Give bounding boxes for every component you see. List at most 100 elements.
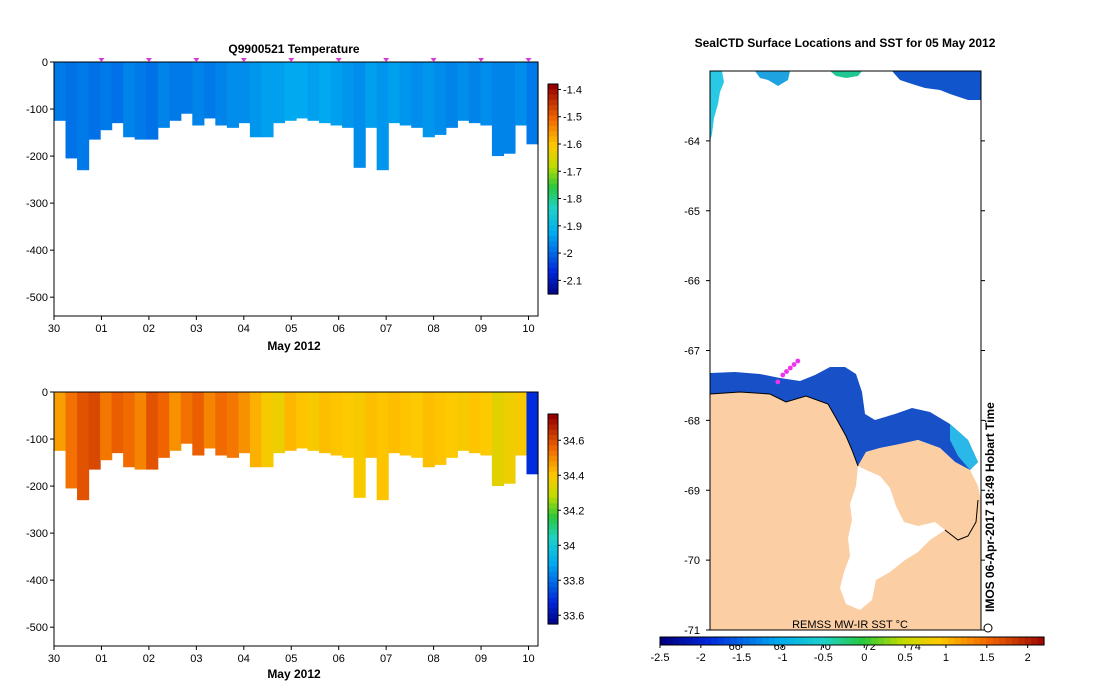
profile-cell	[514, 392, 528, 456]
profile-cell	[503, 392, 516, 484]
sst-colorbar-segment	[756, 637, 763, 645]
profile-cell	[468, 62, 481, 124]
ctd-point	[780, 372, 786, 378]
profile-cell	[296, 62, 309, 119]
sst-colorbar-segment	[896, 637, 904, 645]
colorbar-segment	[548, 162, 558, 169]
colorbar-segment	[548, 618, 558, 625]
sst-colorbar-tick-label: -1.5	[732, 652, 751, 664]
colorbar-segment	[548, 115, 558, 122]
profile-cell	[261, 392, 274, 468]
sst-colorbar-segment	[839, 637, 847, 645]
profile-cell	[491, 392, 505, 487]
surface-marker	[240, 58, 247, 62]
coastline-east	[944, 499, 979, 541]
surface-marker	[288, 58, 295, 62]
x-tick-label: 06	[333, 323, 345, 335]
profile-cell	[111, 392, 124, 454]
x-tick-label: 30	[48, 323, 60, 335]
sst-colorbar-segment	[711, 637, 719, 645]
y-tick-label: -200	[26, 151, 48, 163]
profile-cell	[272, 62, 286, 124]
salinity-panel: 0 -100 -200 -300 -400 -500 30 01 02 03 04 05 06 07 08 0…	[26, 387, 584, 681]
sst-colorbar-segment	[973, 637, 981, 645]
colorbar-segment	[548, 241, 558, 248]
x-tick-label: 04	[238, 323, 250, 335]
sst-patch-northwest	[710, 71, 724, 142]
colorbar-tick-label: 33.8	[563, 575, 584, 587]
sst-colorbar-segment	[916, 637, 923, 645]
colorbar-segment	[548, 461, 558, 468]
colorbar-segment	[548, 456, 558, 462]
profile-cell	[284, 392, 297, 451]
colorbar-segment	[548, 498, 558, 504]
profile-cell	[457, 392, 470, 451]
sst-colorbar-segment	[800, 637, 808, 645]
profile-cell	[249, 62, 263, 138]
colorbar-segment	[548, 471, 558, 478]
profile-cell	[480, 62, 493, 126]
surface-marker	[430, 58, 437, 62]
profile-cell	[353, 62, 366, 168]
colorbar-segment	[548, 582, 558, 588]
profile-cell	[169, 62, 182, 121]
land-mass	[710, 392, 981, 630]
ctd-point	[784, 369, 789, 374]
x-tick-label: 09	[475, 653, 487, 665]
profile-cell	[77, 62, 90, 171]
colorbar-segment	[548, 267, 558, 274]
colorbar-segment	[548, 210, 558, 216]
sst-colorbar-segment	[948, 637, 955, 645]
colorbar-segment	[548, 540, 558, 546]
sst-colorbar-segment	[903, 637, 911, 645]
sst-colorbar-segment	[762, 637, 770, 645]
colorbar-tick-label: -1.7	[563, 166, 582, 178]
colorbar-frame	[547, 413, 559, 625]
sst-colorbar-tick-label: 0.5	[897, 652, 912, 664]
sst-colorbar-segment	[704, 637, 712, 645]
sst-colorbar-segment	[794, 637, 802, 645]
profile-cell	[54, 392, 67, 451]
x-tick-label: 01	[95, 323, 107, 335]
surface-marker	[525, 58, 532, 62]
colorbar-tick-label: 34.2	[563, 505, 584, 517]
sst-colorbar-segment	[986, 637, 994, 645]
profile-cell	[491, 62, 505, 157]
sst-colorbar-segment	[858, 637, 866, 645]
colorbar-segment	[548, 524, 558, 531]
lat-tick-label: -68	[684, 415, 700, 427]
y-tick-label: -300	[26, 198, 48, 210]
colorbar-segment	[548, 508, 558, 515]
lat-tick-label: -65	[684, 206, 700, 218]
colorbar-segment	[548, 194, 558, 201]
colorbar-segment	[548, 126, 558, 132]
sst-colorbar-segment	[884, 637, 891, 645]
colorbar-frame	[547, 83, 559, 295]
surface-marker	[145, 58, 152, 62]
y-tick-label: -500	[26, 622, 48, 634]
colorbar-segment	[548, 561, 558, 567]
colorbar-segment	[548, 513, 558, 520]
sst-colorbar-segment	[698, 637, 706, 645]
profile-cell	[411, 392, 424, 458]
x-tick-label: 02	[143, 653, 155, 665]
y-tick-label: -500	[26, 292, 48, 304]
sst-colorbar-segment	[941, 637, 949, 645]
salinity-frame	[53, 391, 539, 647]
profile-cell	[376, 62, 389, 171]
colorbar-segment	[548, 225, 558, 232]
profile-cell	[399, 392, 412, 456]
profile-cell	[54, 62, 67, 121]
profile-cell	[180, 392, 193, 444]
sst-colorbar-segment	[820, 637, 827, 645]
sst-colorbar-segment	[685, 637, 693, 645]
sst-colorbar-segment	[1018, 637, 1026, 645]
profile-cell	[434, 62, 447, 135]
sst-colorbar-segment	[864, 637, 872, 645]
colorbar-segment	[548, 110, 558, 117]
sst-colorbar-segment	[788, 637, 795, 645]
sst-colorbar-segment	[679, 637, 687, 645]
x-tick-label: 05	[285, 653, 297, 665]
salinity-xlabel: May 2012	[267, 667, 321, 681]
sst-colorbar-segment	[807, 637, 815, 645]
